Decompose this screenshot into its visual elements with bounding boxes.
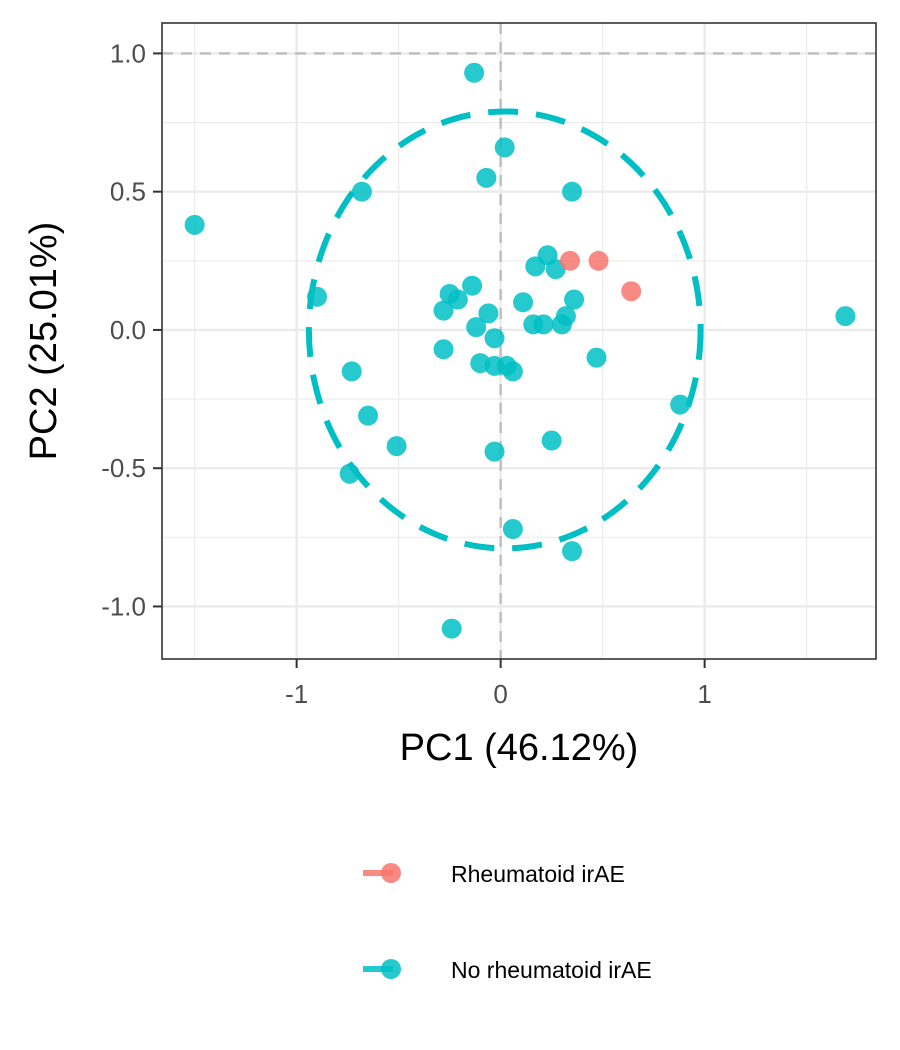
data-point-no-rheumatoid (341, 361, 362, 382)
data-point-no-rheumatoid (551, 314, 572, 335)
data-point-no-rheumatoid (339, 463, 360, 484)
data-point-no-rheumatoid (484, 328, 505, 349)
data-point-no-rheumatoid (358, 405, 379, 426)
legend: Rheumatoid irAE No rheumatoid irAE (363, 861, 652, 983)
data-point-no-rheumatoid (433, 300, 454, 321)
data-point-no-rheumatoid (307, 286, 328, 307)
data-point-no-rheumatoid (447, 289, 468, 310)
data-point-no-rheumatoid (478, 303, 499, 324)
ellipse-layer (305, 108, 704, 552)
data-point-no-rheumatoid (562, 181, 583, 202)
y-axis-title: PC2 (25.01%) (23, 222, 65, 461)
data-point-no-rheumatoid (441, 618, 462, 639)
data-point-no-rheumatoid (476, 167, 497, 188)
data-point-no-rheumatoid (533, 314, 554, 335)
x-tick-label: -1 (285, 679, 308, 709)
x-axis: -1 0 1 (285, 659, 712, 709)
plot-panel-background (162, 23, 876, 659)
data-point-no-rheumatoid (502, 519, 523, 540)
data-point-no-rheumatoid (184, 214, 205, 235)
data-point-rheumatoid (588, 250, 609, 271)
legend-key-point-rheumatoid (381, 863, 401, 883)
data-point-rheumatoid (621, 281, 642, 302)
points-layer (184, 62, 856, 639)
minor-grid (162, 23, 876, 659)
y-tick-label: 1.0 (110, 38, 146, 68)
data-point-no-rheumatoid (525, 256, 546, 277)
y-tick-label: 0.5 (110, 177, 146, 207)
data-point-no-rheumatoid (462, 275, 483, 296)
data-point-no-rheumatoid (502, 361, 523, 382)
confidence-ellipse (305, 108, 704, 552)
x-axis-title: PC1 (46.12%) (400, 727, 639, 769)
y-tick-label: -1.0 (101, 591, 146, 621)
data-point-no-rheumatoid (386, 436, 407, 457)
data-point-rheumatoid (560, 250, 580, 271)
data-point-no-rheumatoid (466, 317, 487, 338)
major-grid (162, 23, 876, 659)
y-tick-label: -0.5 (101, 453, 146, 483)
legend-label-no-rheumatoid: No rheumatoid irAE (451, 957, 652, 983)
data-point-no-rheumatoid (562, 541, 583, 562)
y-tick-label: 0.0 (110, 315, 146, 345)
data-point-no-rheumatoid (513, 292, 534, 313)
data-point-no-rheumatoid (494, 137, 515, 158)
data-point-no-rheumatoid (351, 181, 372, 202)
data-point-no-rheumatoid (541, 430, 562, 451)
legend-label-rheumatoid: Rheumatoid irAE (451, 861, 625, 887)
data-point-no-rheumatoid (586, 347, 607, 368)
legend-key-point-no-rheumatoid (381, 959, 401, 979)
x-tick-label: 1 (697, 679, 711, 709)
x-tick-label: 0 (493, 679, 507, 709)
reference-lines (162, 23, 876, 659)
legend-item-no-rheumatoid: No rheumatoid irAE (363, 957, 652, 983)
data-point-no-rheumatoid (484, 441, 505, 462)
data-point-no-rheumatoid (670, 394, 691, 415)
data-point-no-rheumatoid (835, 306, 856, 327)
data-point-no-rheumatoid (464, 62, 485, 83)
data-point-no-rheumatoid (433, 339, 454, 360)
y-axis: -1.0 -0.5 0.0 0.5 1.0 (101, 38, 162, 621)
plot-panel-border (161, 22, 877, 660)
data-point-no-rheumatoid (564, 289, 585, 310)
legend-item-rheumatoid: Rheumatoid irAE (363, 861, 625, 887)
